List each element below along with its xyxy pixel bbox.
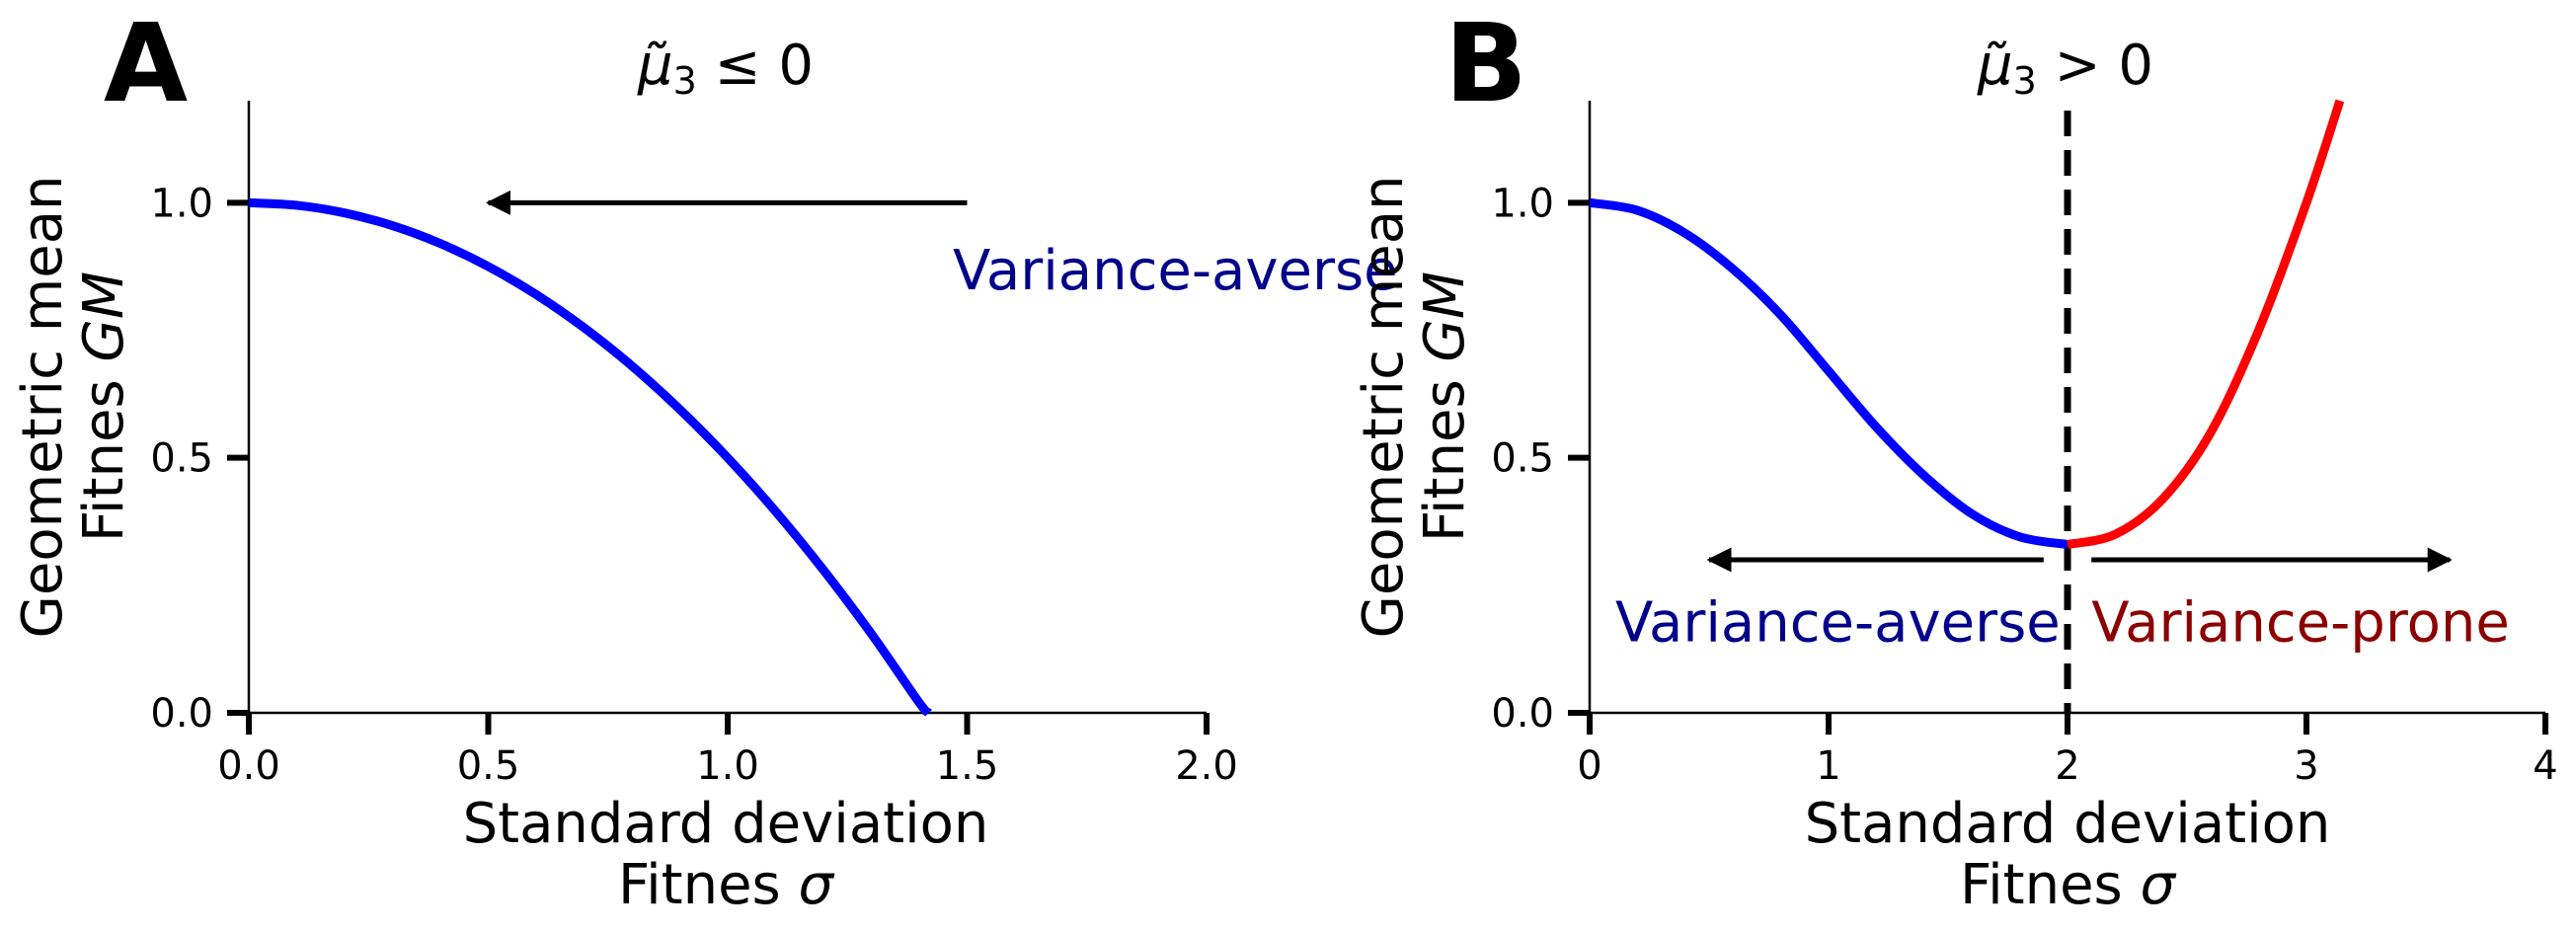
panel-a-x-tick-label: 2.0 bbox=[1175, 743, 1238, 789]
panel-a-y-label-line1: Geometric mean bbox=[11, 175, 75, 638]
panel-b-x-tick-label: 1 bbox=[1816, 743, 1840, 789]
panel-a-x-ticks: 0.0 0.5 1.0 1.5 2.0 bbox=[217, 713, 1238, 789]
panel-b-letter: B bbox=[1444, 0, 1527, 126]
panel-a-letter: A bbox=[104, 0, 188, 126]
panel-b-y-label-line2: Fitnes GM bbox=[1413, 272, 1477, 542]
panel-a-x-tick-label: 0.0 bbox=[217, 743, 280, 789]
panel-a-plot-area: Variance-averse bbox=[248, 190, 1398, 718]
panel-b-title: μ̃3 > 0 bbox=[1977, 34, 2153, 103]
panel-b-y-tick-label: 0.0 bbox=[1491, 691, 1554, 737]
panel-a-x-tick-label: 1.0 bbox=[696, 743, 759, 789]
panel-a-x-tick-label: 0.5 bbox=[457, 743, 520, 789]
panel-b-x-ticks: 0 1 2 3 4 bbox=[1577, 713, 2558, 789]
panel-b-annotation-variance-averse: Variance-averse bbox=[1615, 591, 2061, 656]
panel-a-y-tick-label: 0.0 bbox=[150, 691, 213, 737]
panel-b-x-tick-label: 2 bbox=[2055, 743, 2079, 789]
panel-a-y-ticks: 0.0 0.5 1.0 bbox=[150, 181, 249, 737]
panel-b-x-tick-label: 3 bbox=[2294, 743, 2318, 789]
panel-a-x-label-line2: Fitnes σ bbox=[618, 853, 835, 917]
panel-b-series-variance-averse bbox=[1589, 197, 2069, 549]
panel-b-x-label-line1: Standard deviation bbox=[1805, 792, 2331, 856]
panel-a-x-label-line1: Standard deviation bbox=[463, 792, 989, 856]
panel-b-y-tick-label: 0.5 bbox=[1491, 436, 1554, 482]
panel-a-annotation-variance-averse: Variance-averse bbox=[953, 239, 1398, 303]
panel-b-y-label-line1: Geometric mean bbox=[1352, 175, 1416, 638]
panel-b-y-ticks: 0.0 0.5 1.0 bbox=[1491, 181, 1590, 737]
panel-b-x-label-line2: Fitnes σ bbox=[1960, 853, 2177, 917]
panel-b-annotation-variance-prone: Variance-prone bbox=[2091, 591, 2510, 656]
panel-b-plot-area: Variance-averse Variance-prone bbox=[1589, 99, 2510, 713]
panel-a-x-tick-label: 1.5 bbox=[936, 743, 999, 789]
panel-a: A μ̃3 ≤ 0 0.0 0.5 1.0 1.5 2.0 0.0 0.5 1.0 Stan… bbox=[11, 0, 1398, 917]
panel-a-y-label-line2: Fitnes GM bbox=[72, 272, 136, 542]
panel-a-series-variance-averse bbox=[248, 197, 932, 718]
panel-a-title: μ̃3 ≤ 0 bbox=[637, 34, 814, 103]
panel-b: B μ̃3 > 0 0 1 2 3 4 0.0 0.5 1.0 Standard devia… bbox=[1352, 0, 2558, 917]
panel-b-y-tick-label: 1.0 bbox=[1491, 181, 1554, 226]
panel-a-y-tick-label: 0.5 bbox=[150, 436, 213, 482]
panel-b-series-variance-prone bbox=[2067, 99, 2345, 549]
panel-a-y-tick-label: 1.0 bbox=[150, 181, 213, 226]
panel-b-x-tick-label: 4 bbox=[2533, 743, 2557, 789]
panel-b-x-tick-label: 0 bbox=[1577, 743, 1601, 789]
